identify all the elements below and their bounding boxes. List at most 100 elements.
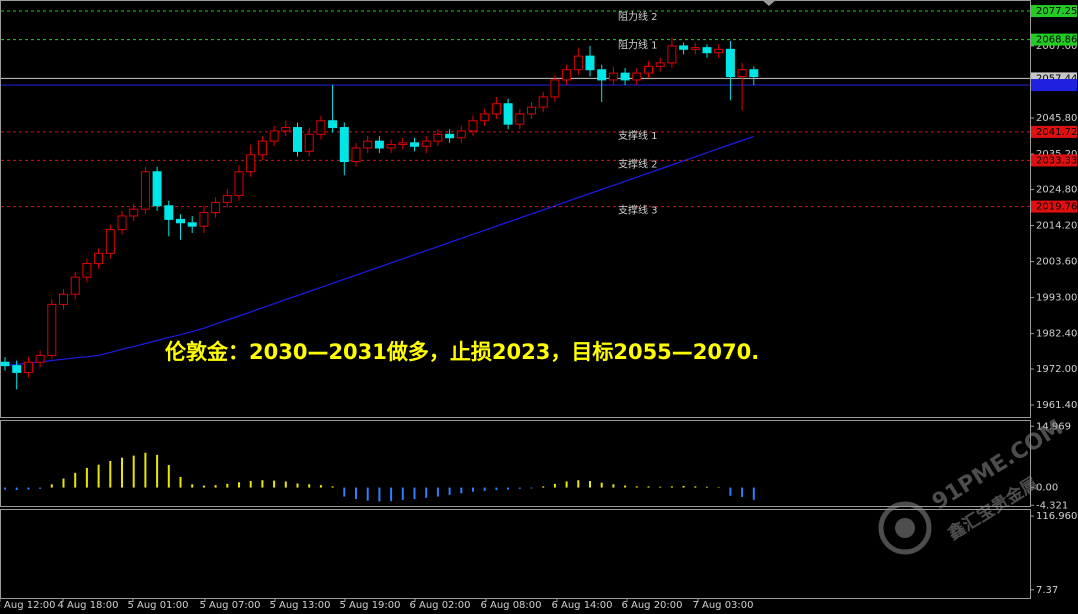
macd-bar — [518, 487, 521, 489]
moving-average — [4, 135, 754, 367]
macd-bar — [27, 487, 30, 490]
level-price: 2057.44 — [1036, 73, 1077, 84]
candle-body — [269, 130, 279, 142]
level-label: 阻力线 2 — [618, 10, 658, 23]
candle-body — [363, 140, 373, 149]
y-tick-label: 2024.80 — [1036, 184, 1077, 195]
candle-body — [246, 154, 256, 173]
macd-bar — [659, 486, 662, 488]
macd-bar — [390, 487, 393, 502]
macd-bar — [156, 454, 159, 488]
candle-body — [608, 72, 618, 81]
level-price-box — [1031, 200, 1077, 213]
x-tick-label: 4 Aug 18:00 — [57, 600, 118, 611]
y-tick-label: 1961.40 — [1036, 400, 1077, 411]
macd-bar — [741, 487, 744, 497]
candle-body — [164, 205, 174, 220]
candle-body — [12, 365, 22, 373]
macd-bar — [495, 487, 498, 491]
macd-bar — [50, 484, 53, 488]
candle-body — [211, 201, 221, 214]
candle-body — [421, 140, 431, 147]
candle-body — [187, 222, 197, 227]
macd-bar — [706, 486, 708, 488]
candle-body — [410, 142, 419, 147]
y-tick-label: 1982.40 — [1036, 329, 1077, 340]
candle-body — [679, 45, 689, 50]
candle-body — [339, 127, 349, 163]
level-price: 2019.76 — [1036, 202, 1077, 213]
macd-bar — [85, 467, 88, 488]
candle-body — [480, 113, 490, 122]
macd-bar — [284, 481, 287, 488]
level-price: 2077.25 — [1036, 6, 1077, 17]
macd-bar — [331, 486, 334, 488]
macd-bar — [577, 480, 580, 488]
x-tick-label: 5 Aug 13:00 — [269, 600, 330, 611]
y-tick-label: -4.321 — [1036, 500, 1068, 511]
macd-bar — [436, 487, 439, 497]
macd-bar — [670, 486, 673, 488]
candle-body — [328, 120, 338, 129]
macd-bar — [97, 464, 100, 488]
macd-bar — [589, 481, 591, 488]
macd-bar — [144, 452, 147, 488]
candle-body — [433, 133, 443, 142]
macd-bar — [460, 487, 463, 494]
macd-bar — [472, 487, 474, 492]
x-tick-label: 6 Aug 14:00 — [551, 600, 612, 611]
macd-bar — [249, 481, 252, 488]
macd-bar — [729, 487, 732, 496]
scroll-marker — [762, 0, 776, 6]
macd-bar — [448, 487, 451, 495]
candle-body — [351, 147, 361, 163]
candle-body — [597, 69, 607, 81]
x-tick-label: 6 Aug 02:00 — [409, 600, 470, 611]
candle-body — [398, 142, 408, 146]
macd-bar — [273, 480, 276, 488]
candle-body — [199, 212, 209, 227]
macd-bar — [542, 486, 545, 488]
level-price: 2068.86 — [1036, 35, 1077, 46]
macd-bar — [226, 483, 229, 488]
y-tick-label: 1993.00 — [1036, 293, 1077, 304]
macd-bar — [109, 460, 112, 488]
candle-body — [304, 133, 314, 152]
macd-bar — [62, 478, 65, 488]
candle-body — [374, 140, 384, 149]
candle-body — [82, 263, 92, 278]
level-price: 2033.33 — [1036, 155, 1077, 166]
y-tick-label: 2067.00 — [1036, 41, 1077, 52]
x-tick-label: 6 Aug 20:00 — [621, 600, 682, 611]
candle-body — [644, 65, 653, 74]
candle-body — [491, 103, 501, 115]
candle-body — [386, 144, 396, 149]
macd-bar — [39, 487, 42, 489]
macd-bar — [530, 487, 533, 489]
x-tick-label: 5 Aug 07:00 — [199, 600, 260, 611]
watermark-ring — [878, 501, 932, 555]
annotation: 伦敦金：2030—2031做多，止损2023，目标2055—2070. — [165, 340, 759, 364]
candle-body — [538, 96, 548, 108]
macd-bar — [378, 487, 381, 502]
candle-body — [316, 120, 326, 135]
y-tick-label: 14.969 — [1036, 421, 1071, 432]
x-tick-label: 5 Aug 19:00 — [339, 600, 400, 611]
macd-bar — [296, 483, 299, 488]
macd-bar — [717, 487, 720, 488]
candle-body — [714, 48, 724, 54]
candle-body — [70, 276, 80, 295]
candle-body — [737, 69, 747, 78]
level-price-box — [1031, 5, 1077, 18]
level-price: 2041.72 — [1036, 127, 1077, 138]
macd-bar — [413, 487, 416, 500]
candle-body — [23, 361, 33, 373]
panel-frames — [0, 0, 1031, 599]
candle-body — [129, 208, 139, 217]
candle-body — [0, 361, 10, 367]
macd-bar — [355, 487, 357, 500]
y-tick-label: 7.37 — [1036, 585, 1058, 596]
macd-bar — [261, 480, 264, 488]
